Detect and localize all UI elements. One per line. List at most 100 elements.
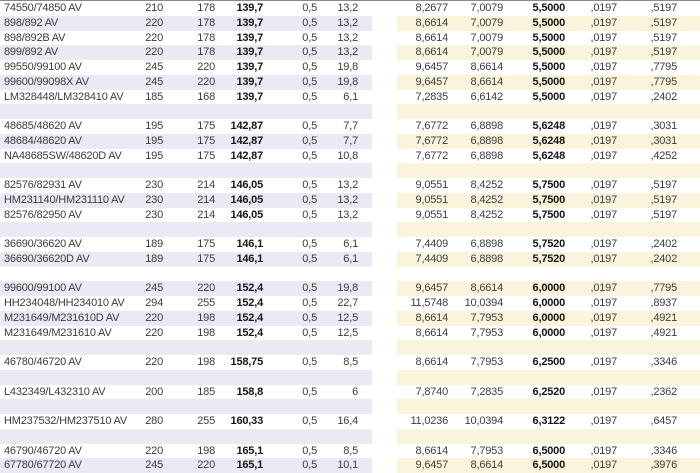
value-cell: 8,6614 (415, 16, 449, 29)
part-number-cell: 99550/99100 AV (4, 61, 82, 73)
value-cell: 146,05 (230, 208, 264, 221)
value-cell: ,0197 (590, 61, 617, 73)
value-cell: 6,1 (343, 238, 358, 250)
value-cell: 230 (145, 193, 163, 206)
value-cell: 13,2 (337, 31, 358, 44)
table-row: 46780/46720 AV 220 198 158,75 0,5 8,5 8,6614 7,… (0, 355, 700, 370)
value-cell: 139,7 (236, 90, 263, 103)
value-cell: 13,2 (337, 193, 358, 206)
value-cell: 8,2677 (415, 2, 449, 14)
value-cell: ,3031 (650, 120, 677, 132)
value-cell: 6,8898 (470, 238, 504, 250)
value-cell: 7,7953 (470, 444, 504, 457)
value-cell: 8,6614 (415, 326, 449, 339)
value-cell: 5,5000 (532, 31, 566, 44)
value-cell: 10,0394 (464, 297, 504, 309)
value-cell: 8,6614 (470, 459, 504, 472)
value-cell: 189 (145, 238, 163, 250)
value-cell: 6,8898 (470, 149, 504, 162)
value-cell: ,3976 (650, 459, 677, 472)
value-cell: 139,7 (236, 75, 263, 88)
value-cell: 8,6614 (415, 31, 449, 44)
value-cell: 7,7953 (470, 311, 504, 324)
value-cell: 245 (145, 282, 163, 295)
value-cell: 8,6614 (470, 75, 504, 88)
value-cell: 255 (197, 415, 215, 427)
part-number-cell: 99600/99098X AV (4, 75, 89, 88)
value-cell: 7,7953 (470, 356, 504, 368)
value-cell: 178 (197, 46, 215, 59)
part-number-cell: 48684/48620 AV (4, 134, 82, 147)
value-cell: 168 (197, 90, 215, 103)
table-row: 899/892 AV 220 178 139,7 0,5 13,2 8,6614 7,0079… (0, 45, 700, 60)
value-cell: 0,5 (302, 120, 317, 132)
value-cell: 9,6457 (415, 75, 449, 88)
value-cell: 7,6772 (415, 149, 449, 162)
value-cell: 0,5 (302, 2, 317, 14)
value-cell: 6,6142 (470, 90, 504, 103)
value-cell: 8,5 (343, 356, 358, 368)
value-cell: ,0197 (590, 297, 617, 309)
value-cell: 0,5 (302, 252, 317, 265)
table-row: 48684/48620 AV 195 175 142,87 0,5 7,7 7,6772 6,… (0, 133, 700, 149)
value-cell: 5,5000 (532, 75, 566, 88)
value-cell: ,5197 (650, 31, 677, 44)
spacer-row (0, 104, 700, 119)
value-cell: 7,7 (343, 134, 358, 147)
value-cell: 6,5000 (532, 459, 566, 472)
value-cell: 0,5 (302, 415, 317, 427)
value-cell: ,0197 (590, 120, 617, 132)
value-cell: 245 (145, 61, 163, 73)
value-cell: 245 (145, 459, 163, 472)
value-cell: 152,4 (236, 326, 263, 339)
value-cell: ,7795 (650, 282, 677, 295)
value-cell: 6,1 (343, 90, 358, 103)
spacer-row (0, 399, 700, 414)
value-cell: 0,5 (302, 356, 317, 368)
value-cell: 5,5000 (532, 2, 566, 14)
part-number-cell: 898/892B AV (4, 31, 66, 44)
table-row: 36690/36620 AV 189 175 146,1 0,5 6,1 7,4409 6,8… (0, 237, 700, 252)
value-cell: 220 (197, 459, 215, 472)
table-row: 99600/99100 AV 245 220 152,4 0,5 19,8 9,6457 8,… (0, 281, 700, 296)
value-cell: 7,0079 (470, 46, 504, 59)
value-cell: 160,33 (230, 415, 264, 427)
value-cell: 22,7 (337, 297, 358, 309)
value-cell: 5,7520 (532, 252, 566, 265)
value-cell: ,0197 (590, 149, 617, 162)
value-cell: ,0197 (590, 134, 617, 147)
value-cell: 195 (145, 134, 163, 147)
value-cell: 19,8 (337, 61, 358, 73)
value-cell: 6,8898 (470, 134, 504, 147)
value-cell: ,0197 (590, 46, 617, 59)
value-cell: 178 (197, 16, 215, 29)
value-cell: 175 (197, 120, 215, 132)
value-cell: 10,1 (337, 459, 358, 472)
value-cell: 5,5000 (532, 46, 566, 59)
value-cell: ,3031 (650, 134, 677, 147)
value-cell: 19,8 (337, 282, 358, 295)
value-cell: 198 (197, 326, 215, 339)
value-cell: ,0197 (590, 415, 617, 427)
value-cell: 7,8740 (415, 385, 449, 398)
value-cell: 294 (145, 297, 163, 309)
value-cell: 0,5 (302, 46, 317, 59)
value-cell: 5,5000 (532, 16, 566, 29)
value-cell: 139,7 (236, 2, 263, 14)
value-cell: 220 (145, 16, 163, 29)
part-number-cell: 36690/36620D AV (4, 252, 90, 265)
value-cell: 142,87 (230, 134, 264, 147)
value-cell: 220 (145, 326, 163, 339)
value-cell: ,3346 (650, 356, 677, 368)
value-cell: ,5197 (650, 2, 677, 14)
value-cell: 146,1 (236, 252, 263, 265)
table-row: LM328448/LM328410 AV 185 168 139,7 0,5 6,1 7,2… (0, 90, 700, 105)
table-row: HH234048/HH234010 AV 294 255 152,4 0,5 22,7 11… (0, 296, 700, 311)
value-cell: 152,4 (236, 311, 263, 324)
value-cell: ,0197 (590, 193, 617, 206)
value-cell: 6,0000 (532, 311, 566, 324)
value-cell: ,4252 (650, 149, 677, 162)
value-cell: ,5197 (650, 179, 677, 191)
value-cell: 8,4252 (470, 193, 504, 206)
